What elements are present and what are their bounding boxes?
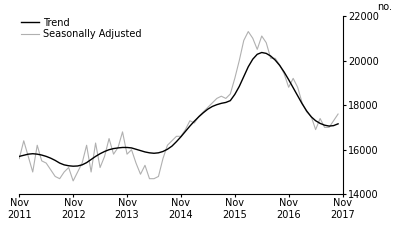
Trend xyxy=(336,123,341,125)
Y-axis label: no.: no. xyxy=(377,2,392,12)
Trend xyxy=(237,85,242,88)
Seasonally Adjusted xyxy=(224,97,228,100)
Trend xyxy=(62,163,67,166)
Trend xyxy=(318,122,322,125)
Seasonally Adjusted xyxy=(71,180,75,182)
Trend xyxy=(259,51,264,54)
Trend xyxy=(71,165,75,168)
Trend xyxy=(224,101,228,104)
Trend xyxy=(201,111,206,114)
Trend xyxy=(129,147,134,149)
Seasonally Adjusted xyxy=(17,157,22,160)
Legend: Trend, Seasonally Adjusted: Trend, Seasonally Adjusted xyxy=(21,18,141,39)
Trend xyxy=(17,155,22,158)
Line: Seasonally Adjusted: Seasonally Adjusted xyxy=(19,32,338,181)
Line: Trend: Trend xyxy=(19,52,338,166)
Seasonally Adjusted xyxy=(336,113,341,115)
Seasonally Adjusted xyxy=(318,117,322,120)
Seasonally Adjusted xyxy=(62,171,67,173)
Seasonally Adjusted xyxy=(129,148,134,151)
Seasonally Adjusted xyxy=(246,30,251,33)
Seasonally Adjusted xyxy=(201,111,206,113)
Seasonally Adjusted xyxy=(237,59,242,62)
